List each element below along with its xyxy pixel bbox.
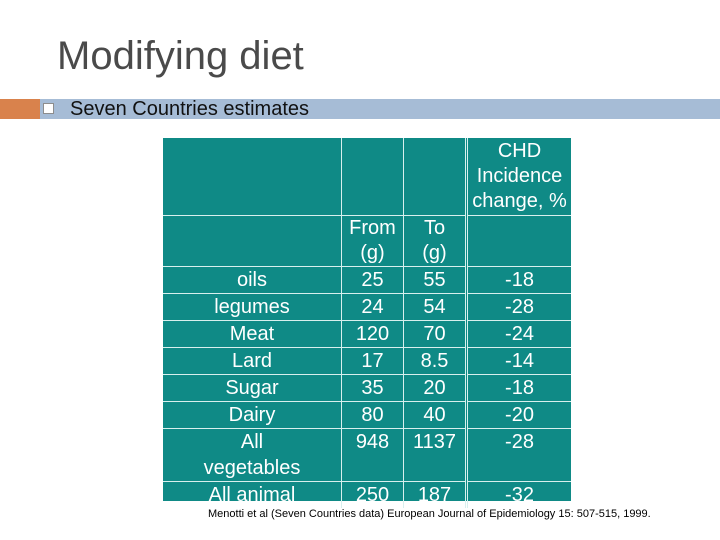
header-empty-cell <box>163 138 342 216</box>
from-cell: 120 <box>341 320 404 348</box>
change-cell: -28 <box>466 428 571 482</box>
table-header-row-1: CHD Incidence change, % <box>163 138 571 216</box>
header-to: To (g) <box>403 215 468 267</box>
food-cell: Sugar <box>163 374 342 402</box>
food-cell: oils <box>163 266 342 294</box>
change-cell: -24 <box>466 320 571 348</box>
header-empty-cell <box>341 138 404 216</box>
from-cell: 17 <box>341 347 404 375</box>
accent-bar <box>0 99 40 119</box>
to-cell: 54 <box>403 293 468 321</box>
to-cell: 55 <box>403 266 468 294</box>
header-chd-change: CHD Incidence change, % <box>466 138 571 216</box>
food-cell: All vegetables <box>163 428 342 482</box>
table-row: Lard 17 8.5 -14 <box>163 347 571 375</box>
to-cell: 8.5 <box>403 347 468 375</box>
bullet-text: Seven Countries estimates <box>70 98 310 120</box>
diet-table: CHD Incidence change, % From (g) To (g) … <box>163 138 571 508</box>
from-cell: 24 <box>341 293 404 321</box>
header-from: From (g) <box>341 215 404 267</box>
header-empty-cell <box>403 138 468 216</box>
food-cell: All animal <box>163 481 342 508</box>
food-cell: Lard <box>163 347 342 375</box>
change-cell: -20 <box>466 401 571 429</box>
citation-text: Menotti et al (Seven Countries data) Eur… <box>208 508 651 520</box>
table-row: Sugar 35 20 -18 <box>163 374 571 402</box>
table-row: oils 25 55 -18 <box>163 266 571 294</box>
from-cell: 250 <box>341 481 404 508</box>
to-cell: 1137 <box>403 428 468 482</box>
table-row: legumes 24 54 -28 <box>163 293 571 321</box>
food-cell: Dairy <box>163 401 342 429</box>
food-cell: legumes <box>163 293 342 321</box>
change-cell: -32 <box>505 484 534 506</box>
from-cell: 35 <box>341 374 404 402</box>
table-header-row-2: From (g) To (g) <box>163 215 571 267</box>
from-cell: 25 <box>341 266 404 294</box>
table-row: Meat 120 70 -24 <box>163 320 571 348</box>
table-row: All vegetables 948 1137 -28 <box>163 428 571 482</box>
to-cell: 187 <box>403 481 468 508</box>
diet-table-grid: CHD Incidence change, % From (g) To (g) … <box>163 138 571 508</box>
bullet-square-icon <box>43 103 54 114</box>
header-empty-cell <box>466 215 571 267</box>
title-underline-bar <box>40 99 720 119</box>
header-empty-cell <box>163 215 342 267</box>
change-cell: -14 <box>466 347 571 375</box>
slide-title: Modifying diet <box>57 34 304 78</box>
to-cell: 20 <box>403 374 468 402</box>
food-cell: Meat <box>163 320 342 348</box>
table-row: All animal 250 187 -32 <box>163 481 571 508</box>
table-row: Dairy 80 40 -20 <box>163 401 571 429</box>
change-cell: -18 <box>466 374 571 402</box>
to-cell: 40 <box>403 401 468 429</box>
change-cell: -18 <box>466 266 571 294</box>
from-cell: 948 <box>341 428 404 482</box>
change-cell: -28 <box>466 293 571 321</box>
from-cell: 80 <box>341 401 404 429</box>
to-cell: 70 <box>403 320 468 348</box>
